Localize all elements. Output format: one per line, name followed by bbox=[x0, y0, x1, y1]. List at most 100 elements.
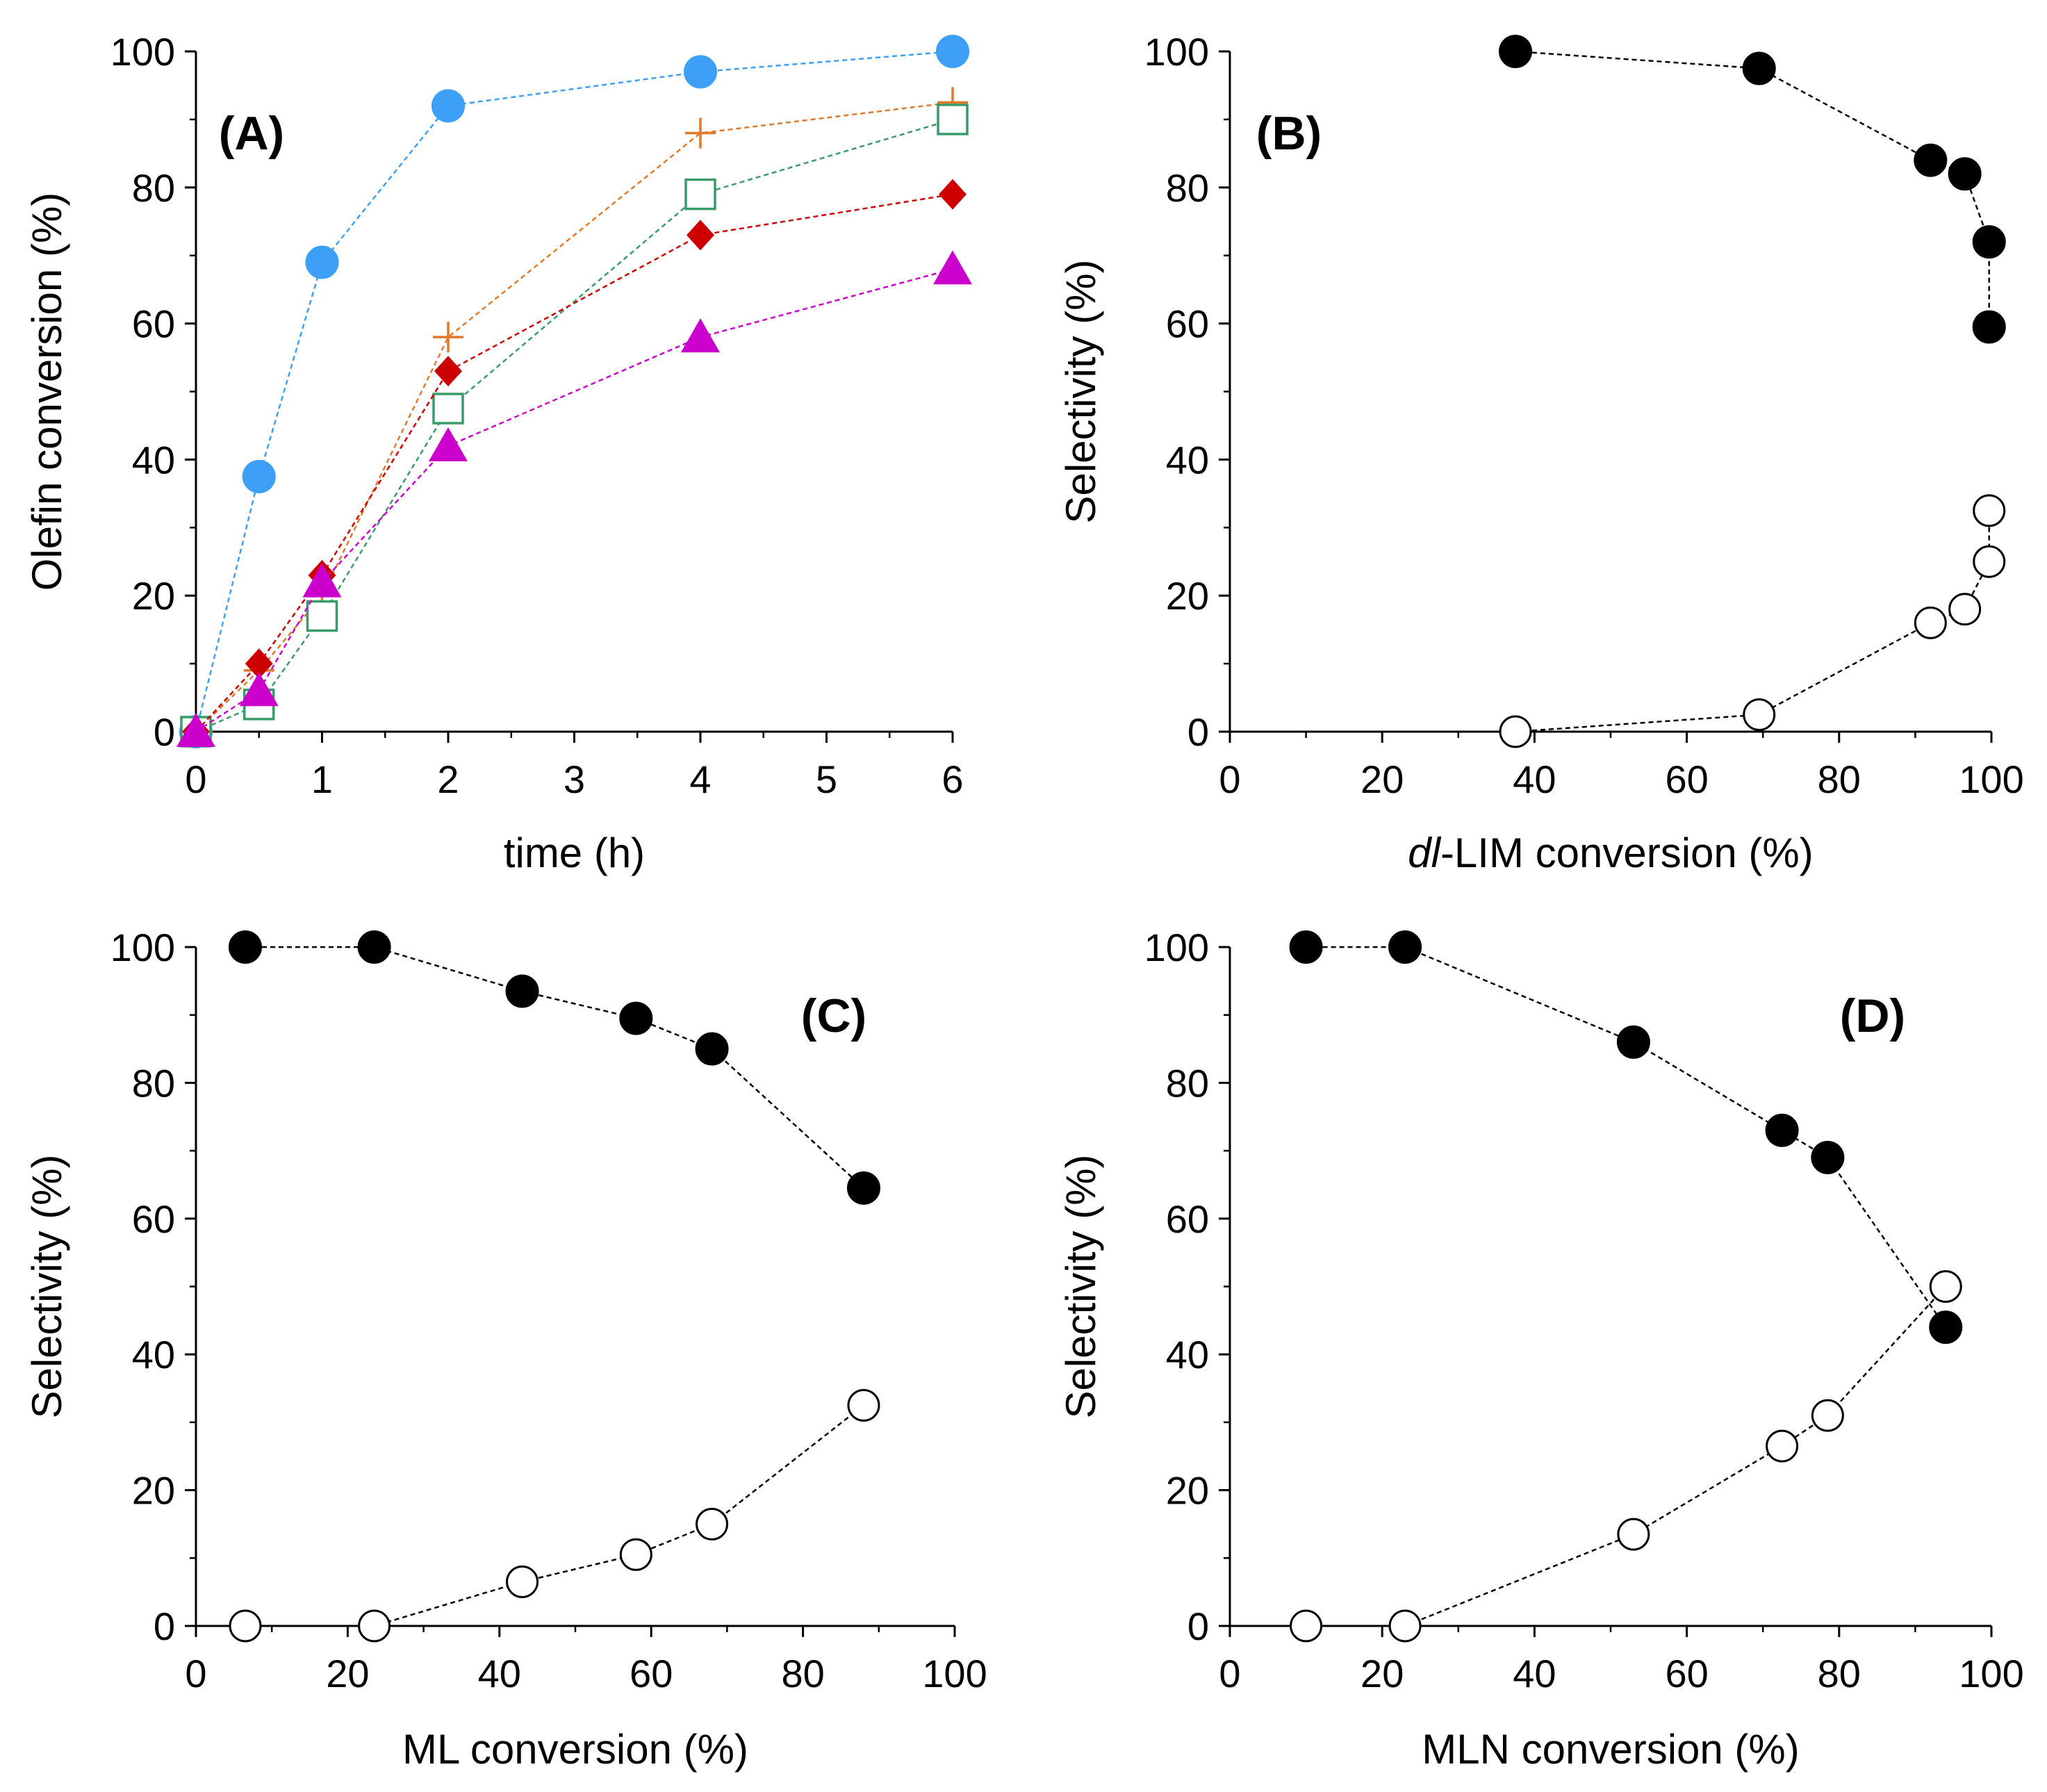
y-tick-label: 60 bbox=[1166, 302, 1209, 346]
x-tick-label: 60 bbox=[630, 1652, 673, 1695]
data-point bbox=[1929, 1270, 1962, 1303]
data-point bbox=[1499, 35, 1532, 68]
series-line bbox=[1306, 1285, 1947, 1627]
panel-label: (D) bbox=[1840, 989, 1905, 1042]
data-point bbox=[357, 930, 391, 964]
data-point bbox=[506, 1565, 539, 1598]
data-point bbox=[1289, 930, 1323, 964]
x-tick-label: 100 bbox=[1959, 1652, 2023, 1695]
data-point bbox=[432, 393, 464, 425]
data-point bbox=[1948, 157, 1982, 191]
x-tick-label: 0 bbox=[185, 757, 206, 801]
x-tick-label: 100 bbox=[1959, 757, 2023, 801]
panel-label: (B) bbox=[1256, 107, 1322, 160]
y-axis-title: Olefin conversion (%) bbox=[24, 192, 70, 591]
x-tick-label: 6 bbox=[942, 757, 963, 801]
data-point bbox=[358, 1609, 391, 1643]
data-point bbox=[1388, 930, 1422, 964]
series-4 bbox=[182, 179, 967, 747]
panel-a: 0 20 40 60 80 100 0 1 2 3 4 5 6 Olefin conversion (%)… bbox=[24, 30, 972, 876]
series-line bbox=[1515, 50, 1990, 327]
series-line bbox=[245, 946, 864, 1189]
y-tick-label: 0 bbox=[154, 1604, 175, 1648]
series-5 bbox=[176, 250, 972, 747]
y-tick-label: 0 bbox=[1187, 1604, 1209, 1648]
y-tick-label: 100 bbox=[110, 926, 175, 969]
y-tick-label: 60 bbox=[132, 1197, 175, 1241]
data-point bbox=[1811, 1140, 1845, 1174]
data-point bbox=[847, 1388, 880, 1422]
data-point bbox=[685, 117, 716, 149]
series-1 bbox=[228, 930, 880, 1205]
data-point bbox=[1290, 1609, 1323, 1643]
y-tick-label: 40 bbox=[1166, 438, 1209, 482]
data-point bbox=[939, 179, 967, 210]
panel-label: (C) bbox=[801, 989, 866, 1042]
data-point bbox=[228, 930, 262, 964]
x-tick-label: 5 bbox=[816, 757, 837, 801]
x-axis-title: time (h) bbox=[504, 830, 645, 876]
y-axis-title: Selectivity (%) bbox=[24, 1154, 70, 1418]
y-tick-label: 20 bbox=[132, 1469, 175, 1513]
series-line bbox=[195, 50, 953, 732]
data-point bbox=[1743, 698, 1776, 732]
data-point bbox=[687, 220, 714, 251]
series-line bbox=[195, 118, 953, 733]
y-tick-label: 100 bbox=[110, 30, 175, 74]
x-tick-label: 40 bbox=[478, 1652, 521, 1695]
data-point bbox=[245, 648, 273, 680]
data-point bbox=[937, 104, 969, 135]
data-point bbox=[1617, 1518, 1650, 1551]
data-point bbox=[933, 250, 972, 285]
x-tick-label: 20 bbox=[1360, 757, 1404, 801]
data-point bbox=[305, 245, 339, 279]
panel-c: 0 20 40 60 80 100 0 20 40 60 80 100 Selectivity (%) M… bbox=[24, 926, 987, 1773]
data-point bbox=[1742, 51, 1776, 85]
series-1 bbox=[1289, 930, 1963, 1345]
y-tick-label: 40 bbox=[1166, 1333, 1209, 1376]
x-tick-label: 4 bbox=[689, 757, 711, 801]
data-point bbox=[239, 672, 279, 707]
x-tick-label: 1 bbox=[311, 757, 333, 801]
data-point bbox=[429, 427, 468, 461]
data-point bbox=[1766, 1429, 1799, 1463]
y-tick-label: 80 bbox=[1166, 166, 1209, 210]
y-tick-label: 20 bbox=[132, 574, 175, 618]
y-axis-title: Selectivity (%) bbox=[1058, 1154, 1104, 1418]
series-2 bbox=[1499, 494, 2006, 748]
series-line bbox=[195, 101, 953, 732]
y-tick-label: 40 bbox=[132, 438, 175, 482]
y-tick-label: 80 bbox=[1166, 1061, 1209, 1105]
x-tick-label: 2 bbox=[437, 757, 459, 801]
y-tick-label: 0 bbox=[1187, 710, 1209, 754]
data-point bbox=[1388, 1609, 1422, 1643]
data-point bbox=[1765, 1113, 1799, 1147]
x-tick-label: 60 bbox=[1665, 757, 1708, 801]
data-point bbox=[696, 1507, 729, 1540]
data-point bbox=[431, 89, 465, 123]
y-tick-label: 80 bbox=[132, 1061, 175, 1105]
data-point bbox=[681, 318, 720, 353]
x-tick-label: 3 bbox=[564, 757, 585, 801]
panel-label: (A) bbox=[219, 107, 284, 160]
series-line bbox=[195, 193, 953, 732]
panel-d: 0 20 40 60 80 100 0 20 40 60 80 100 Selectivity (%) M… bbox=[1058, 926, 2024, 1773]
data-point bbox=[1811, 1399, 1844, 1432]
series-line bbox=[195, 268, 953, 733]
y-tick-label: 60 bbox=[132, 302, 175, 346]
x-tick-label: 80 bbox=[781, 1652, 824, 1695]
data-point bbox=[936, 35, 969, 68]
x-tick-label: 0 bbox=[1219, 757, 1240, 801]
data-point bbox=[1929, 1310, 1963, 1345]
data-point bbox=[433, 322, 463, 353]
data-point bbox=[176, 713, 215, 747]
x-axis-title: ML conversion (%) bbox=[402, 1726, 748, 1773]
data-point bbox=[684, 178, 716, 211]
y-tick-label: 20 bbox=[1166, 1469, 1209, 1513]
y-tick-label: 0 bbox=[154, 710, 175, 754]
x-tick-label: 20 bbox=[326, 1652, 369, 1695]
series-1 bbox=[1499, 35, 2006, 344]
data-point bbox=[229, 1609, 262, 1643]
x-tick-label: 80 bbox=[1818, 1652, 1861, 1695]
y-tick-label: 20 bbox=[1166, 574, 1209, 618]
